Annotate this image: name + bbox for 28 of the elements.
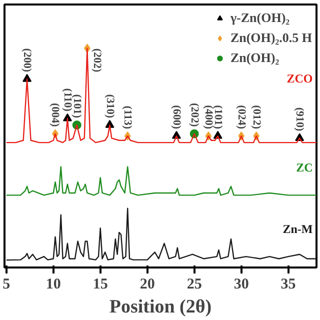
x-tick-label: 5 — [2, 276, 10, 292]
annotation: (202) — [188, 102, 200, 128]
annotation: (024) — [235, 105, 248, 130]
series-label: ZC — [296, 160, 313, 175]
annotation: (110) — [61, 88, 74, 112]
annotation: (600) — [170, 105, 182, 130]
annotation: (004) — [49, 102, 62, 128]
x-tick-label: 25 — [186, 276, 202, 292]
x-axis-title: Position (2θ) — [109, 296, 212, 318]
x-tick-label: 20 — [140, 276, 155, 292]
annotation: (113) — [122, 106, 134, 130]
x-tick-label: 35 — [280, 276, 296, 292]
annotation: (400) — [202, 105, 214, 130]
annotation: (012) — [250, 105, 262, 130]
legend-label: Zn(OH)₂ — [230, 50, 280, 66]
series-label: Zn-M — [282, 222, 313, 236]
legend-label: γ-Zn(OH)₂ — [230, 10, 290, 26]
x-tick-label: 30 — [234, 276, 249, 292]
annotation: (310) — [104, 94, 116, 118]
annotation: (910) — [294, 107, 306, 132]
annotation: (202) — [91, 48, 104, 72]
annotation: (101) — [70, 94, 83, 118]
x-tick-label: 10 — [46, 276, 61, 292]
annotation: (101) — [212, 105, 224, 130]
text: ZCO — [286, 72, 313, 86]
legend-label: Zn(OH)₂.0.5 H — [230, 30, 312, 46]
x-tick-label: 15 — [92, 276, 108, 292]
annotation: (200) — [21, 48, 34, 72]
